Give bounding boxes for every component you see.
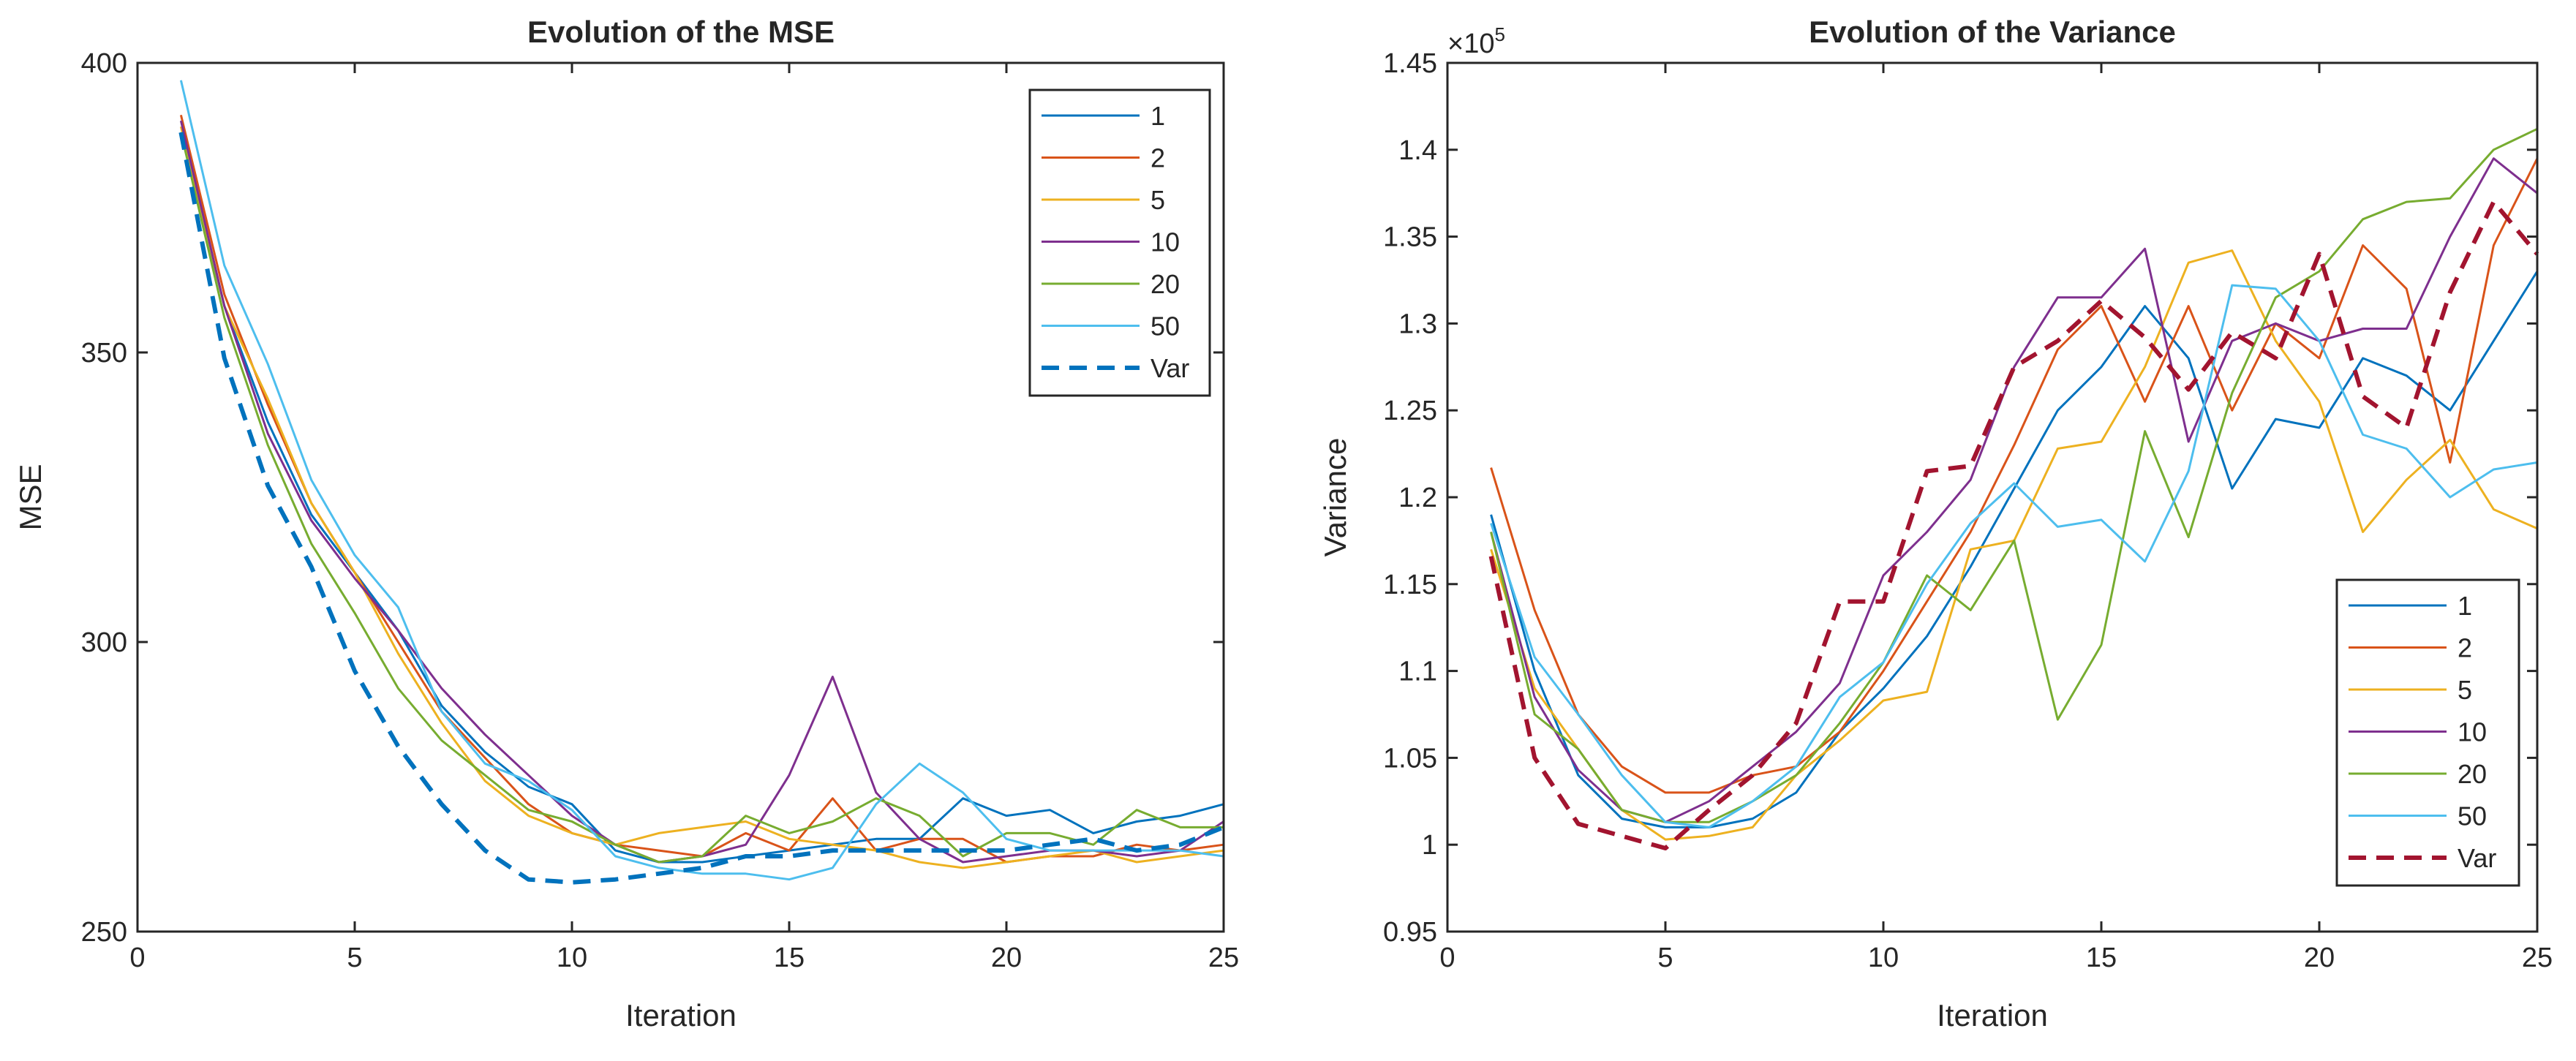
mse-y-tick-label: 400 [81, 48, 127, 79]
mse-legend-label: Var [1150, 353, 1189, 383]
variance-y-tick-label: 1.25 [1383, 396, 1437, 426]
variance-x-tick-label: 10 [1868, 943, 1899, 973]
variance-legend: 1 2 5 10 20 50 Var [2335, 578, 2520, 887]
mse-plot-frame [136, 61, 1225, 933]
mse-y-tick-label: 250 [81, 917, 127, 948]
variance-series-line-var [1488, 200, 2539, 850]
variance-y-axis-label: Variance [1318, 438, 1352, 557]
variance-y-tick-label: 1.15 [1383, 570, 1437, 600]
variance-chart-title: Evolution of the Variance [1809, 15, 2176, 49]
mse-series-lines [178, 80, 1225, 885]
mse-x-tick-label: 25 [1208, 943, 1239, 973]
variance-legend-label: 20 [2458, 759, 2487, 789]
variance-y-tick-label: 1.4 [1398, 135, 1437, 166]
variance-legend-label: 5 [2458, 675, 2472, 705]
variance-y-tick-label: 1.3 [1398, 309, 1437, 339]
variance-y-tick-label: 0.95 [1383, 917, 1437, 948]
mse-legend-label: 1 [1150, 101, 1165, 131]
mse-series-line-5 [179, 126, 1224, 869]
mse-x-tick-label: 0 [129, 943, 145, 973]
variance-series-lines [1488, 127, 2539, 850]
mse-y-axis-label: MSE [13, 464, 48, 530]
variance-legend-label: 50 [2458, 801, 2487, 831]
variance-legend-label: 1 [2458, 591, 2472, 621]
variance-series-line-1 [1490, 271, 2539, 828]
variance-exponent-label: ×105 [1447, 23, 1505, 59]
mse-chart: Evolution of the MSE Iteration MSE 0 5 10 1… [13, 15, 1239, 1032]
mse-chart-title: Evolution of the MSE [527, 15, 835, 49]
mse-y-tick-label: 300 [81, 627, 127, 658]
variance-exponent-base: ×10 [1447, 29, 1494, 59]
variance-series-line-50 [1490, 284, 2538, 828]
variance-y-tick-label: 1.1 [1398, 657, 1437, 687]
variance-x-tick-label: 20 [2304, 943, 2335, 973]
variance-legend-label: 2 [2458, 633, 2472, 663]
variance-x-tick-label: 0 [1439, 943, 1455, 973]
mse-x-tick-label: 10 [557, 943, 587, 973]
variance-plot-frame [1446, 61, 2539, 933]
mse-x-tick-label: 5 [347, 943, 362, 973]
mse-series-line-var [178, 132, 1225, 885]
mse-legend-label: 50 [1150, 311, 1180, 341]
variance-x-tick-label: 15 [2086, 943, 2117, 973]
mse-legend-label: 5 [1150, 185, 1165, 215]
variance-y-tick-label: 1.05 [1383, 743, 1437, 774]
mse-y-tick-label: 350 [81, 338, 127, 369]
mse-series-line-20 [179, 132, 1224, 864]
variance-y-tick-label: 1.35 [1383, 222, 1437, 253]
variance-legend-label: Var [2458, 843, 2496, 873]
mse-legend-label: 10 [1150, 227, 1180, 257]
variance-exponent-power: 5 [1494, 23, 1504, 45]
mse-legend-label: 20 [1150, 269, 1180, 299]
variance-x-tick-label: 25 [2522, 943, 2553, 973]
mse-series-line-50 [179, 80, 1224, 881]
mse-legend-label: 2 [1150, 143, 1165, 173]
variance-y-tick-label: 1.2 [1398, 483, 1437, 513]
mse-x-tick-label: 15 [774, 943, 805, 973]
mse-x-tick-label: 20 [991, 943, 1022, 973]
variance-y-tick-label: 1.45 [1383, 48, 1437, 79]
mse-x-axis-label: Iteration [625, 998, 737, 1032]
variance-series-line-2 [1490, 158, 2539, 794]
variance-chart: Evolution of the Variance ×105 Iteration… [1318, 15, 2553, 1032]
variance-legend-label: 10 [2458, 717, 2487, 747]
variance-ticks: 0 5 10 15 20 250.9511.051.11.151.21.251.31.35… [1383, 48, 2553, 973]
variance-x-tick-label: 5 [1657, 943, 1673, 973]
variance-y-tick-label: 1 [1422, 830, 1437, 861]
variance-x-axis-label: Iteration [1937, 998, 2048, 1032]
mse-legend: 1 2 5 10 20 50 Var [1028, 88, 1211, 397]
